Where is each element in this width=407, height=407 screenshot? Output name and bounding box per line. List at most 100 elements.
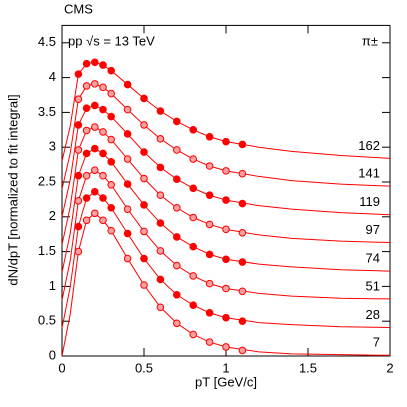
data-point <box>74 196 83 205</box>
data-point <box>173 117 181 126</box>
data-point <box>156 135 165 143</box>
data-point <box>140 281 148 289</box>
data-point <box>238 287 247 296</box>
series-label: 97 <box>366 222 380 237</box>
x-tick-label: 1.5 <box>299 360 317 375</box>
data-point <box>189 301 197 309</box>
data-point <box>82 149 91 158</box>
y-axis-label: dN/dpT [normalized to fit integral] <box>5 94 20 285</box>
data-point <box>156 163 165 172</box>
data-point <box>123 105 132 114</box>
data-point <box>107 112 115 121</box>
series-label: 7 <box>373 335 380 350</box>
x-tick-label: 0.5 <box>135 360 153 375</box>
data-point <box>140 94 148 103</box>
data-point <box>123 229 132 238</box>
data-point <box>205 220 214 229</box>
data-point <box>189 213 197 222</box>
data-point <box>82 104 91 113</box>
data-point <box>222 225 230 234</box>
fit-curve <box>61 212 391 357</box>
data-point <box>123 254 132 263</box>
data-point <box>205 338 214 346</box>
data-point <box>238 229 247 237</box>
y-tick-label: 0 <box>49 347 56 362</box>
data-point <box>189 126 197 134</box>
data-point <box>173 233 181 241</box>
data-point <box>107 180 115 189</box>
data-point <box>91 101 99 110</box>
fit-curve <box>61 148 391 273</box>
data-point <box>82 194 91 202</box>
data-point <box>140 201 148 209</box>
fit-curve <box>61 191 391 329</box>
y-tick-label: 3.5 <box>38 104 56 119</box>
data-point <box>74 222 83 231</box>
chart-title: CMS <box>64 1 93 16</box>
data-point <box>222 255 230 264</box>
fit-curve <box>61 61 391 162</box>
data-point <box>99 83 107 92</box>
data-point <box>107 89 115 98</box>
data-point <box>140 227 148 236</box>
data-point <box>189 242 197 251</box>
data-point <box>140 121 148 129</box>
data-point <box>91 166 99 174</box>
data-point <box>238 317 247 326</box>
data-point <box>222 284 230 293</box>
data-point <box>222 343 230 351</box>
data-point <box>91 58 99 67</box>
x-tick-label: 2 <box>386 360 393 375</box>
data-point <box>140 254 148 263</box>
data-point <box>123 155 132 163</box>
data-point <box>189 184 197 193</box>
x-tick-label: 1 <box>222 360 229 375</box>
data-point <box>173 261 181 270</box>
data-point <box>222 196 230 204</box>
series-label: 28 <box>366 307 380 322</box>
data-point <box>205 191 214 200</box>
data-point <box>238 140 247 149</box>
data-point <box>123 80 132 89</box>
data-point <box>238 169 247 178</box>
y-tick-label: 4.5 <box>38 34 56 49</box>
data-point <box>82 126 91 135</box>
series-label: 119 <box>359 194 380 209</box>
data-point <box>107 135 115 144</box>
data-point <box>156 303 165 312</box>
series-label: 162 <box>358 138 380 153</box>
data-point <box>156 107 165 115</box>
data-point <box>107 226 115 235</box>
data-point <box>173 175 181 184</box>
data-point <box>74 70 83 78</box>
y-tick-label: 2.5 <box>38 173 56 188</box>
data-point <box>189 330 197 339</box>
data-point <box>189 272 197 280</box>
data-point <box>189 155 197 163</box>
data-point <box>173 146 181 154</box>
data-point <box>238 346 247 355</box>
y-tick-label: 3 <box>49 139 56 154</box>
data-point <box>74 247 83 256</box>
data-point <box>156 219 165 227</box>
data-point <box>99 194 107 202</box>
data-point <box>173 203 181 212</box>
data-point <box>107 158 115 166</box>
data-point <box>82 216 91 225</box>
fit-curve <box>61 169 391 301</box>
data-point <box>99 149 107 158</box>
data-point <box>205 250 214 259</box>
data-point <box>222 137 230 146</box>
data-point <box>140 174 148 183</box>
y-tick-label: 4 <box>49 69 56 84</box>
data-point <box>74 171 83 180</box>
data-point <box>238 199 247 208</box>
y-tick-label: 2 <box>49 208 56 223</box>
y-tick-label: 0.5 <box>38 313 56 328</box>
data-point <box>99 128 107 136</box>
data-point <box>123 130 132 138</box>
x-axis-label: pT [GeV/c] <box>195 374 257 389</box>
series-label: 141 <box>358 166 380 181</box>
data-point <box>205 309 214 317</box>
data-point <box>107 66 115 75</box>
